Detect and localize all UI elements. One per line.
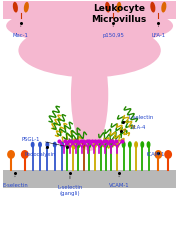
FancyBboxPatch shape: [3, 170, 176, 188]
Ellipse shape: [105, 3, 110, 14]
Ellipse shape: [122, 142, 126, 148]
Ellipse shape: [18, 24, 161, 78]
Ellipse shape: [115, 142, 119, 148]
Ellipse shape: [71, 142, 75, 148]
Text: L-selectin: L-selectin: [123, 114, 153, 122]
Ellipse shape: [99, 142, 103, 148]
Text: PSGL-1: PSGL-1: [21, 137, 64, 146]
Text: ICAM-1: ICAM-1: [146, 151, 165, 156]
Ellipse shape: [53, 142, 57, 148]
Ellipse shape: [21, 150, 29, 159]
Text: Leukocyte
Microvillus: Leukocyte Microvillus: [91, 4, 147, 24]
Ellipse shape: [150, 3, 155, 14]
Ellipse shape: [45, 142, 49, 148]
Text: VCAM-1: VCAM-1: [109, 176, 129, 188]
Ellipse shape: [38, 142, 42, 148]
Ellipse shape: [154, 150, 162, 159]
Ellipse shape: [71, 39, 108, 151]
Ellipse shape: [140, 142, 144, 148]
Ellipse shape: [116, 3, 121, 14]
Text: L-selectin
(gangli): L-selectin (gangli): [57, 176, 83, 195]
Ellipse shape: [82, 142, 86, 148]
Ellipse shape: [31, 142, 35, 148]
Ellipse shape: [76, 142, 80, 148]
Text: Mac-1: Mac-1: [13, 27, 29, 38]
Ellipse shape: [24, 3, 29, 14]
Ellipse shape: [161, 3, 166, 14]
Text: p150,95: p150,95: [102, 27, 124, 38]
Ellipse shape: [134, 142, 138, 148]
Text: VLA-4: VLA-4: [124, 125, 146, 131]
Ellipse shape: [109, 142, 113, 148]
Ellipse shape: [7, 150, 15, 159]
Text: LFA-1: LFA-1: [151, 27, 165, 38]
Ellipse shape: [6, 8, 173, 45]
FancyBboxPatch shape: [3, 2, 176, 20]
Text: E-selectin: E-selectin: [2, 176, 28, 188]
Text: Podocalyxin: Podocalyxin: [25, 147, 56, 156]
Ellipse shape: [128, 142, 132, 148]
Ellipse shape: [164, 150, 172, 159]
Ellipse shape: [65, 142, 69, 148]
Ellipse shape: [13, 3, 18, 14]
Ellipse shape: [104, 142, 108, 148]
Ellipse shape: [60, 142, 64, 148]
Ellipse shape: [147, 142, 150, 148]
Ellipse shape: [87, 142, 91, 148]
Ellipse shape: [93, 142, 97, 148]
